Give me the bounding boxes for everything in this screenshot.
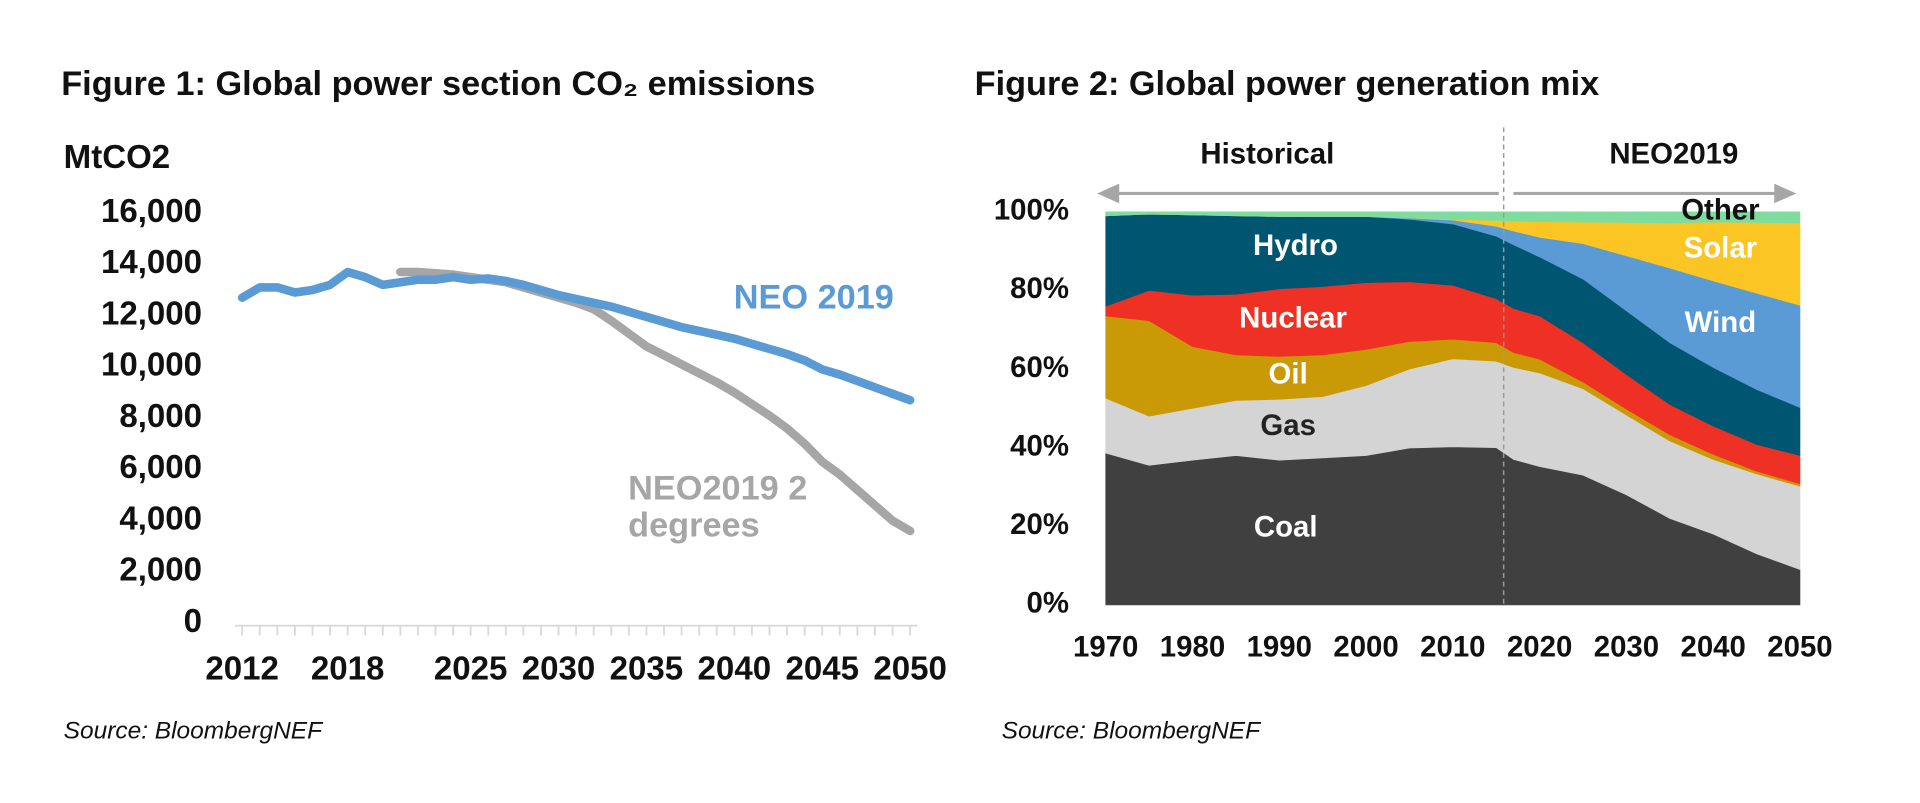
area-label: Solar (1684, 232, 1757, 265)
source: Source: BloombergNEF (1002, 718, 1262, 745)
x-tick-label: 2018 (311, 651, 385, 688)
x-tick-label: 2050 (873, 651, 947, 688)
y-tick-label: 6,000 (119, 449, 202, 486)
series-label-box: NEO 2019 (733, 279, 894, 316)
x-tick-label: 2045 (785, 651, 859, 688)
arrow-head (1097, 183, 1120, 204)
area-label: Oil (1269, 358, 1308, 391)
chart-title: Figure 1: Global power section CO₂ emiss… (61, 65, 815, 103)
period-arrows (1097, 183, 1797, 204)
series-label: NEO2019 2 degrees (628, 470, 808, 544)
x-tick-label: 1990 (1247, 631, 1312, 664)
period-label: NEO2019 (1609, 137, 1738, 170)
x-tick-label: 2020 (1507, 631, 1572, 664)
x-tick-label: 2000 (1333, 631, 1398, 664)
x-tick-label: 2035 (610, 651, 684, 688)
line-series (237, 267, 915, 405)
y-axis-label: MtCO2 (64, 139, 170, 176)
area-label: Other (1681, 194, 1759, 227)
y-tick-label: 4,000 (119, 500, 202, 537)
arrow-head (1774, 183, 1797, 204)
source: Source: BloombergNEF (64, 718, 324, 745)
area-label: Nuclear (1239, 301, 1347, 334)
series-label-box: NEO2019 2 degrees (628, 470, 808, 544)
area-series (1105, 211, 1801, 224)
x-tick-label: 1980 (1160, 631, 1225, 664)
x-tick-label: 2010 (1420, 631, 1485, 664)
x-tick-label: 2040 (698, 651, 772, 688)
x-tick-label: 2025 (434, 651, 508, 688)
y-tick-label: 0 (184, 603, 202, 640)
area-label: Wind (1685, 306, 1757, 339)
area-label: Coal (1254, 511, 1318, 544)
x-tick-label: 1970 (1073, 631, 1138, 664)
x-tick-label: 2030 (1594, 631, 1659, 664)
y-tick-label: 20% (1010, 508, 1069, 541)
period-label: Historical (1200, 137, 1334, 170)
y-tick-label: 12,000 (101, 295, 202, 332)
y-tick-label: 80% (1010, 272, 1069, 305)
y-tick-label: 100% (994, 194, 1069, 227)
plot-area (1105, 211, 1801, 606)
y-tick-label: 14,000 (101, 244, 202, 281)
y-tick-label: 2,000 (119, 552, 202, 589)
y-tick-label: 10,000 (101, 347, 202, 384)
series-label: NEO 2019 (733, 279, 894, 316)
x-tick-label: 2050 (1767, 631, 1832, 664)
x-tick-label: 2040 (1681, 631, 1746, 664)
area-label: Gas (1260, 409, 1316, 442)
y-tick-label: 60% (1010, 351, 1069, 384)
y-tick-label: 40% (1010, 429, 1069, 462)
y-tick-label: 0% (1027, 587, 1069, 620)
x-tick-label: 2012 (205, 651, 279, 688)
y-tick-label: 16,000 (101, 193, 202, 230)
chart-title: Figure 2: Global power generation mix (975, 65, 1600, 103)
x-tick-label: 2030 (522, 651, 596, 688)
area-label: Hydro (1253, 229, 1338, 262)
y-tick-label: 8,000 (119, 398, 202, 435)
